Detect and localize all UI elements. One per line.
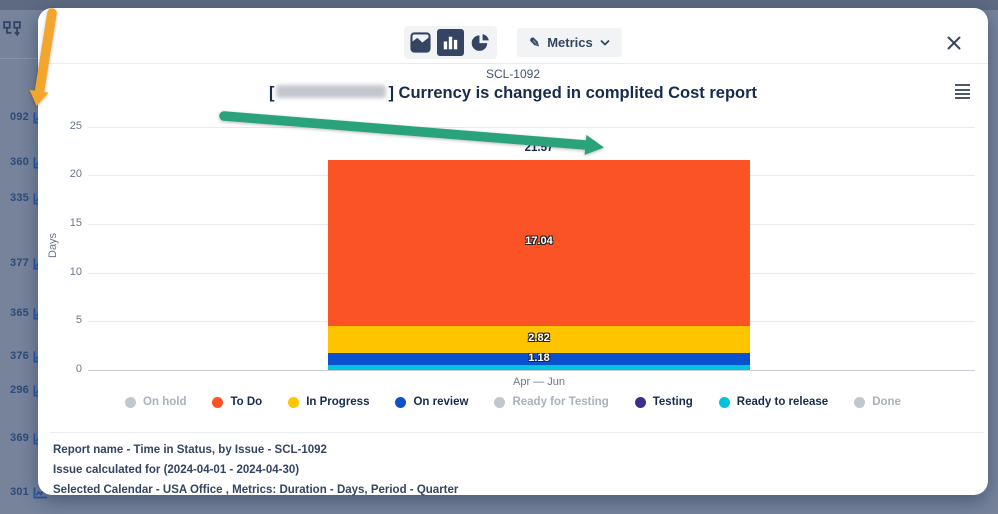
legend-label: To Do (230, 396, 263, 408)
legend-label: Testing (652, 396, 693, 408)
legend-dot (854, 396, 866, 408)
legend-label: Ready to release (736, 396, 829, 408)
bar-segment-to-do[interactable] (328, 159, 750, 326)
y-tick-label: 10 (69, 265, 82, 278)
bar-segment-in-progress[interactable] (328, 325, 750, 354)
legend-label: Ready for Testing (512, 396, 609, 408)
bar-value-label: 2.82 (528, 332, 550, 345)
pie-chart-icon (471, 34, 490, 51)
chart-toolbar: ✎ Metrics (38, 26, 988, 59)
issue-key: SCL-1092 (485, 67, 541, 81)
x-axis-category: Apr — Jun (513, 376, 565, 388)
legend-dot (125, 396, 137, 408)
issue-number: 377 (10, 257, 29, 269)
workflow-icon (3, 21, 21, 39)
issue-number: 301 (10, 486, 29, 498)
calendar-metrics-line: Selected Calendar - USA Office , Metrics… (53, 484, 459, 496)
bar-total-label: 21.57 (524, 141, 554, 154)
issue-number: 376 (10, 350, 29, 362)
bar-chart-button[interactable] (437, 29, 465, 56)
y-tick-label: 5 (75, 314, 82, 327)
toolbar-divider (38, 63, 988, 64)
y-tick-label: 0 (75, 363, 82, 375)
footer-divider (50, 432, 984, 433)
area-chart-button[interactable] (407, 29, 434, 56)
legend-item-done[interactable]: Done (854, 396, 901, 408)
chart-legend: On hold To Do In Progress On review Ready fo… (38, 396, 988, 408)
legend-dot (494, 396, 506, 408)
issue-number: 335 (10, 192, 29, 204)
metrics-dropdown[interactable]: ✎ Metrics (517, 28, 622, 57)
legend-label: On review (413, 396, 469, 408)
stacked-bar-chart: Days Apr — Jun 0 5 10 15 20 25 1.18 2.82 17.04 21… (47, 120, 975, 388)
legend-dot (634, 396, 646, 408)
title-suffix: ] Currency is changed in complited Cost … (388, 84, 758, 102)
bar-segment-on-review[interactable] (328, 353, 750, 365)
area-chart-icon (410, 32, 431, 53)
pencil-icon: ✎ (529, 35, 541, 50)
pie-chart-button[interactable] (467, 29, 494, 56)
chevron-down-icon (600, 39, 610, 46)
legend-label: Done (872, 396, 901, 408)
issue-number: 365 (10, 307, 29, 319)
legend-dot (288, 396, 300, 408)
legend-label: In Progress (306, 396, 370, 408)
issue-number: 092 (10, 111, 29, 123)
close-button[interactable] (944, 34, 964, 54)
title-prefix: [ (268, 84, 275, 102)
gridline (88, 126, 975, 128)
issue-number: 369 (10, 432, 29, 444)
background-top-bar (0, 0, 998, 10)
legend-item-ready-for-testing[interactable]: Ready for Testing (494, 396, 609, 408)
issue-number: 296 (10, 384, 29, 396)
legend-item-on-hold[interactable]: On hold (125, 396, 186, 408)
legend-item-to-do[interactable]: To Do (212, 396, 262, 408)
chart-dialog: ✎ Metrics SCL-1092 [ ] Currency is change… (38, 8, 988, 496)
legend-dot (395, 396, 407, 408)
legend-dot (212, 396, 224, 408)
chart-context-menu-button[interactable] (953, 81, 972, 103)
y-axis-title: Days (47, 232, 59, 258)
issue-number: 360 (10, 156, 29, 168)
redacted-text (276, 85, 387, 98)
bar-value-label: 17.04 (525, 235, 553, 248)
bar-value-label: 1.18 (528, 351, 550, 364)
legend-item-on-review[interactable]: On review (395, 396, 468, 408)
legend-dot (718, 396, 730, 408)
y-tick-label: 15 (69, 216, 82, 229)
chart-title: [ ] Currency is changed in complited Cost… (38, 84, 988, 103)
legend-item-testing[interactable]: Testing (634, 396, 693, 408)
chart-type-switcher (404, 26, 498, 59)
legend-item-in-progress[interactable]: In Progress (288, 396, 369, 408)
bar-segment-ready-to-release[interactable] (328, 364, 750, 370)
metrics-label: Metrics (547, 35, 593, 50)
bar-chart-icon (444, 36, 458, 50)
y-tick-label: 20 (69, 168, 82, 181)
close-icon (947, 36, 961, 49)
legend-item-ready-to-release[interactable]: Ready to release (718, 396, 829, 408)
report-name-line: Report name - Time in Status, by Issue -… (53, 444, 327, 456)
background-divider (0, 58, 38, 59)
x-axis-line (88, 370, 975, 371)
legend-label: On hold (143, 396, 187, 408)
y-tick-label: 25 (69, 119, 82, 132)
report-summary: Report name - Time in Status, by Issue -… (53, 440, 458, 500)
calculated-for-line: Issue calculated for (2024-04-01 - 2024-… (53, 464, 300, 476)
